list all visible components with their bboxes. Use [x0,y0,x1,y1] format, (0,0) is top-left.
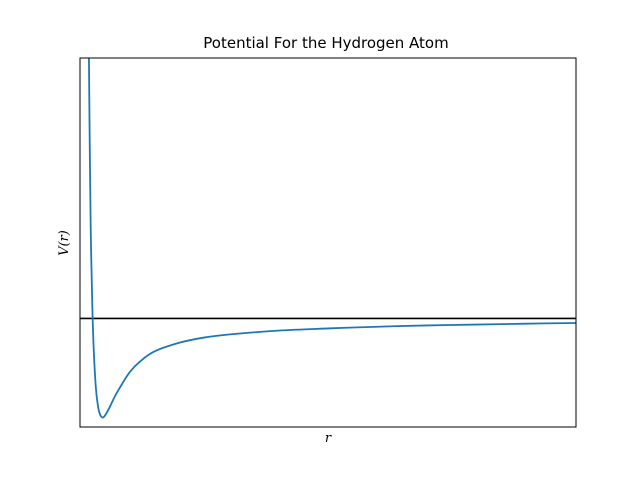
axes-frame [79,57,577,428]
y-axis-label: V(r) [57,230,72,256]
potential-curve [88,58,576,419]
plot-area [79,57,577,428]
x-axis-label: r [325,431,332,446]
chart-title: Potential For the Hydrogen Atom [203,34,448,52]
